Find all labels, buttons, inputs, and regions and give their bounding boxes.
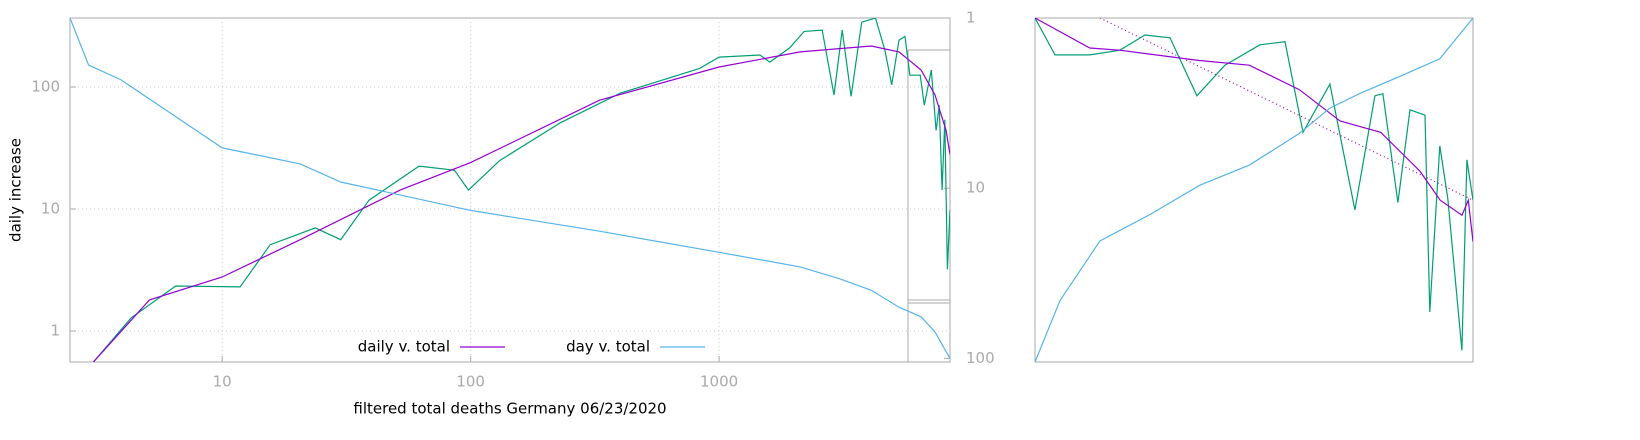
x-tick-label: 100 [456, 373, 485, 391]
series-line [1099, 18, 1473, 201]
series-line [1035, 18, 1473, 351]
zoom-box [907, 49, 950, 362]
series-line [1035, 18, 1473, 242]
legend-label: daily v. total [358, 338, 450, 356]
y-tick-label: 100 [31, 78, 60, 96]
y-axis-label: daily increase [7, 138, 25, 242]
y2-tick-label: 1 [966, 9, 976, 27]
x-axis-label: filtered total deaths Germany 06/23/2020 [353, 400, 666, 418]
plot-frame [1034, 17, 1474, 363]
series-line [92, 18, 950, 362]
x-tick-label: 1000 [700, 373, 738, 391]
x-tick-label: 10 [213, 373, 232, 391]
y2-tick-label: 100 [966, 349, 995, 367]
legend-label: day v. total [566, 338, 650, 356]
y-tick-label: 1 [50, 321, 60, 339]
series-line [92, 45, 950, 362]
plot-frame [69, 17, 951, 363]
series-line [1035, 18, 1473, 362]
y2-tick-label: 10 [966, 179, 985, 197]
y-tick-label: 10 [41, 200, 60, 218]
series-line [70, 18, 950, 359]
